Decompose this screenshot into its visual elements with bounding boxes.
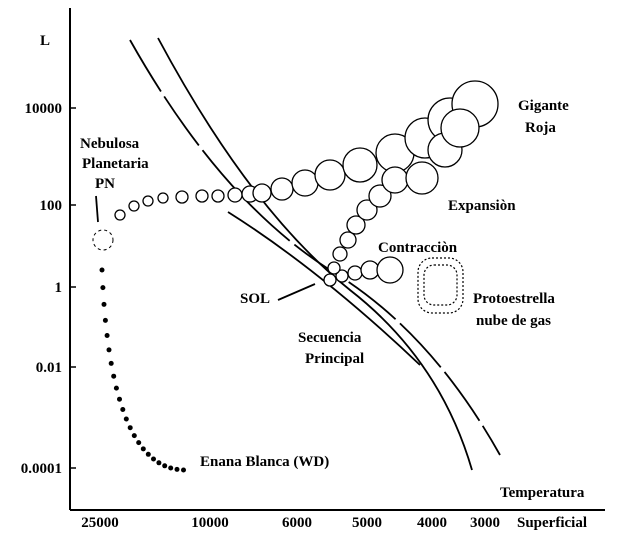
dot bbox=[168, 466, 173, 471]
protostar-cloud bbox=[418, 258, 463, 313]
dot bbox=[105, 333, 110, 338]
track-star bbox=[271, 178, 293, 200]
planetary-nebula bbox=[93, 230, 113, 250]
label: PN bbox=[95, 176, 115, 192]
sun-pointer bbox=[278, 284, 315, 300]
track-star bbox=[176, 191, 188, 203]
track-star bbox=[343, 148, 377, 182]
y-tick-label: 10000 bbox=[25, 101, 63, 117]
track-star bbox=[292, 170, 318, 196]
track-star bbox=[253, 184, 271, 202]
x-label: Superficial bbox=[517, 515, 587, 531]
x-tick-label: 25000 bbox=[81, 515, 119, 531]
label: Protoestrella bbox=[473, 291, 555, 307]
track-star bbox=[324, 274, 336, 286]
label: Expansiòn bbox=[448, 198, 516, 214]
dot bbox=[117, 397, 122, 402]
track-star bbox=[129, 201, 139, 211]
y-label: L bbox=[40, 33, 50, 49]
dot bbox=[128, 425, 133, 430]
label: nube de gas bbox=[476, 313, 551, 329]
label: Principal bbox=[305, 351, 364, 367]
track-star bbox=[377, 257, 403, 283]
dot bbox=[136, 440, 141, 445]
dot bbox=[107, 347, 112, 352]
label: Contracciòn bbox=[378, 240, 458, 256]
track-star bbox=[143, 196, 153, 206]
label: Planetaria bbox=[82, 156, 149, 172]
x-tick-label: 5000 bbox=[352, 515, 382, 531]
label: Nebulosa bbox=[80, 136, 140, 152]
label: SOL bbox=[240, 291, 270, 307]
track-star bbox=[228, 188, 242, 202]
track-star bbox=[328, 262, 340, 274]
pn-pointer bbox=[96, 196, 98, 222]
dot bbox=[146, 452, 151, 457]
label: Roja bbox=[525, 120, 556, 136]
dot bbox=[181, 468, 186, 473]
track-star bbox=[333, 247, 347, 261]
track-star bbox=[115, 210, 125, 220]
x-tick-label: 4000 bbox=[417, 515, 447, 531]
track-star bbox=[348, 266, 362, 280]
dot bbox=[151, 457, 156, 462]
label: Secuencia bbox=[298, 330, 362, 346]
x-tick-label: 10000 bbox=[191, 515, 229, 531]
y-tick-label: 0.01 bbox=[36, 360, 62, 376]
track-star bbox=[441, 109, 479, 147]
dot bbox=[100, 268, 105, 273]
track-star bbox=[340, 232, 356, 248]
dot bbox=[102, 302, 107, 307]
label: Gigante bbox=[518, 98, 569, 114]
track-star bbox=[196, 190, 208, 202]
dot bbox=[103, 318, 108, 323]
track-star bbox=[212, 190, 224, 202]
dot bbox=[162, 463, 167, 468]
dot bbox=[114, 386, 119, 391]
dot bbox=[111, 374, 116, 379]
dot bbox=[156, 460, 161, 465]
dot bbox=[175, 467, 180, 472]
x-tick-label: 6000 bbox=[282, 515, 312, 531]
label: Enana Blanca (WD) bbox=[200, 454, 329, 470]
track-star bbox=[382, 167, 408, 193]
track-star bbox=[406, 162, 438, 194]
x-label: Temperatura bbox=[500, 485, 585, 501]
dot bbox=[132, 433, 137, 438]
track-star bbox=[361, 261, 379, 279]
track-star bbox=[315, 160, 345, 190]
y-tick-label: 100 bbox=[40, 198, 63, 214]
dot bbox=[109, 361, 114, 366]
dot bbox=[120, 407, 125, 412]
white-dwarf-track bbox=[100, 268, 187, 473]
x-tick-label: 3000 bbox=[470, 515, 500, 531]
y-tick-label: 0.0001 bbox=[21, 461, 62, 477]
dot bbox=[100, 285, 105, 290]
y-tick-label: 1 bbox=[55, 280, 63, 296]
hr-diagram: L Temperatura Superficial Gigante Roja E… bbox=[0, 0, 619, 534]
dot bbox=[124, 417, 129, 422]
dot bbox=[141, 446, 146, 451]
track-star bbox=[158, 193, 168, 203]
